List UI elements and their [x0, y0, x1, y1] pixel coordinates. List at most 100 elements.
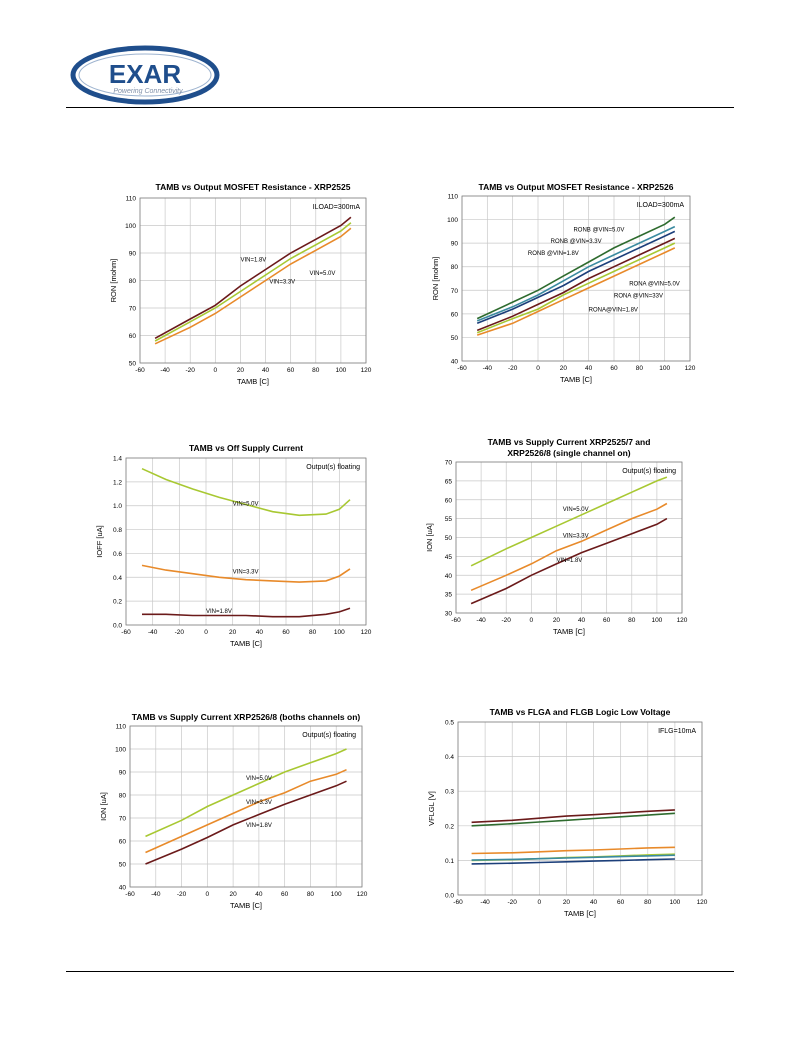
y-tick-label: 80 — [129, 278, 137, 285]
x-tick-label: 100 — [331, 891, 342, 898]
x-tick-label: -60 — [135, 367, 145, 374]
x-tick-label: 40 — [262, 367, 270, 374]
chart-title: TAMB vs Supply Current XRP2525/7 and — [488, 437, 651, 447]
x-tick-label: 20 — [563, 899, 571, 906]
series-annotation: RONA@VIN=1.8V — [589, 308, 638, 314]
y-tick-label: 35 — [445, 592, 453, 599]
series-line-0 — [470, 476, 668, 567]
header-rule — [66, 107, 734, 108]
x-axis-label: TAMB [C] — [230, 901, 262, 910]
chart-note: ILOAD=300mA — [313, 204, 361, 211]
x-axis-label: TAMB [C] — [230, 639, 262, 648]
series-annotation: VIN=3.3V — [269, 279, 295, 285]
chart-note: IFLG=10mA — [658, 728, 696, 735]
chart-ron-xrp2526: TAMB vs Output MOSFET Resistance - XRP25… — [431, 182, 696, 384]
series-annotation: VIN=1.8V — [240, 257, 266, 263]
series-annotation: VIN=1.8V — [206, 609, 232, 615]
series-annotation: RONB @VIN=1.8V — [528, 251, 579, 257]
chart-title: TAMB vs Output MOSFET Resistance - XRP25… — [156, 182, 351, 192]
x-tick-label: 100 — [651, 617, 662, 624]
x-tick-label: -40 — [160, 367, 170, 374]
series-annotation: VIN=1.8V — [556, 558, 582, 564]
exar-logo: EXAR Powering Connectivity — [70, 45, 220, 105]
y-tick-label: 90 — [451, 241, 459, 248]
y-tick-label: 50 — [445, 535, 453, 542]
x-tick-label: 60 — [282, 629, 290, 636]
x-tick-label: 40 — [590, 899, 598, 906]
y-tick-label: 80 — [119, 793, 127, 800]
x-tick-label: 60 — [603, 617, 611, 624]
chart-title: TAMB vs FLGA and FLGB Logic Low Voltage — [490, 707, 671, 717]
x-tick-label: -60 — [121, 629, 131, 636]
y-tick-label: 100 — [115, 747, 126, 754]
y-tick-label: 1.2 — [113, 479, 122, 486]
plot-frame — [455, 461, 683, 614]
y-tick-label: 60 — [445, 497, 453, 504]
x-tick-label: 120 — [685, 365, 696, 372]
series-line-0 — [154, 216, 352, 340]
x-tick-label: 0 — [214, 367, 218, 374]
series-line-3 — [476, 237, 676, 332]
y-tick-label: 60 — [129, 333, 137, 340]
y-tick-label: 100 — [447, 217, 458, 224]
chart-note: ILOAD=300mA — [637, 202, 685, 209]
series-line-4 — [476, 242, 676, 334]
x-tick-label: 0 — [204, 629, 208, 636]
logo-tagline: Powering Connectivity — [113, 88, 183, 95]
chart-vflgl: TAMB vs FLGA and FLGB Logic Low Voltage 0… — [427, 707, 708, 918]
x-tick-label: 100 — [335, 367, 346, 374]
series-annotation: VIN=5.0V — [233, 502, 259, 508]
x-tick-label: 100 — [659, 365, 670, 372]
y-tick-label: 100 — [125, 223, 136, 230]
x-tick-label: 0 — [536, 365, 540, 372]
series-line-4 — [471, 854, 675, 861]
series-line-1 — [154, 222, 352, 342]
y-axis-label: RON [mohm] — [431, 257, 440, 301]
y-tick-label: 50 — [451, 335, 459, 342]
x-axis-label: TAMB [C] — [564, 909, 596, 918]
series-line-2 — [145, 780, 347, 865]
x-tick-label: 0 — [530, 617, 534, 624]
series-line-0 — [145, 748, 347, 838]
y-tick-label: 110 — [116, 724, 127, 731]
chart-note: Output(s) floating — [302, 732, 356, 739]
x-tick-label: 60 — [610, 365, 618, 372]
series-annotation: VIN=3.3V — [246, 800, 272, 806]
x-tick-label: 40 — [585, 365, 593, 372]
x-tick-label: 120 — [357, 891, 368, 898]
series-line-5 — [476, 247, 676, 336]
y-tick-label: 90 — [119, 770, 127, 777]
chart-title: TAMB vs Output MOSFET Resistance - XRP25… — [479, 182, 674, 192]
x-tick-label: 80 — [307, 891, 315, 898]
y-axis-label: ION [uA] — [425, 523, 434, 552]
chart-ion-single: TAMB vs Supply Current XRP2525/7 andXRP2… — [425, 437, 688, 636]
y-tick-label: 1.0 — [113, 503, 122, 510]
x-tick-label: 120 — [361, 629, 372, 636]
chart-ron-xrp2525: TAMB vs Output MOSFET Resistance - XRP25… — [109, 182, 372, 386]
series-line-0 — [476, 216, 676, 320]
x-tick-label: -40 — [148, 629, 158, 636]
x-tick-label: 80 — [312, 367, 320, 374]
series-annotation: VIN=3.3V — [233, 570, 259, 576]
y-tick-label: 1.4 — [113, 456, 122, 463]
x-tick-label: -40 — [480, 899, 490, 906]
x-tick-label: 60 — [287, 367, 295, 374]
y-tick-label: 0.2 — [445, 823, 454, 830]
chart-title: TAMB vs Supply Current XRP2526/8 (boths … — [132, 712, 361, 722]
y-tick-label: 60 — [119, 839, 127, 846]
series-line-3 — [471, 812, 675, 827]
plot-frame — [125, 457, 367, 626]
x-tick-label: 40 — [256, 629, 264, 636]
y-tick-label: 110 — [126, 196, 137, 203]
y-tick-label: 65 — [445, 478, 453, 485]
series-annotation: VIN=1.8V — [246, 823, 272, 829]
y-tick-label: 40 — [451, 359, 459, 366]
y-tick-label: 40 — [445, 573, 453, 580]
x-tick-label: 20 — [553, 617, 561, 624]
x-tick-label: 80 — [644, 899, 652, 906]
x-tick-label: 120 — [361, 367, 372, 374]
y-tick-label: 70 — [119, 816, 127, 823]
plot-frame — [461, 195, 691, 362]
footer-rule — [66, 971, 734, 972]
series-line-1 — [470, 502, 668, 592]
